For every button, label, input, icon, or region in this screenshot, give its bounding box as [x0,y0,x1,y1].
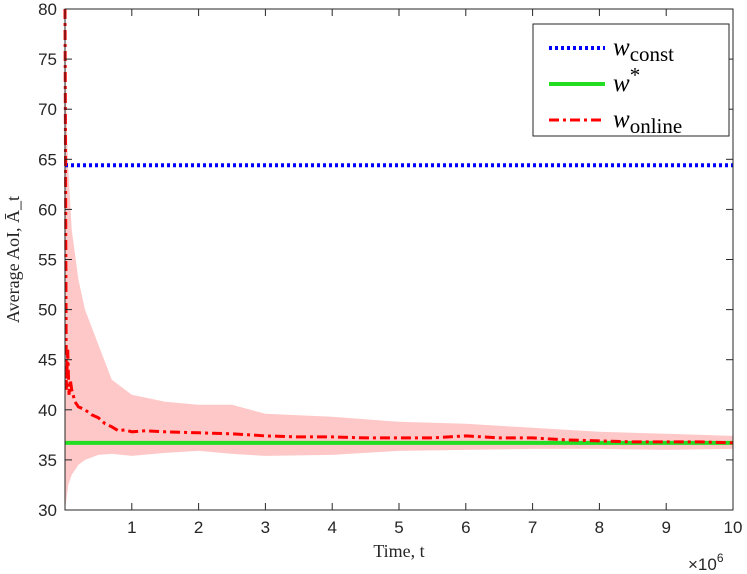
x-tick-label: 9 [661,518,670,537]
legend-entry: wconst [613,34,674,66]
x-exponent-power: 6 [717,551,724,565]
x-tick-label: 10 [724,518,743,537]
x-axis-exponent: ×106 [688,551,724,574]
y-tick-label: 70 [38,100,57,119]
y-tick-label: 50 [38,301,57,320]
x-tick-label: 8 [595,518,604,537]
series-layer [63,8,734,445]
legend-box [532,23,730,137]
x-exponent-base: ×10 [688,555,717,574]
legend-entry: wonline [613,106,682,138]
y-tick-label: 60 [38,200,57,219]
y-tick-label: 40 [38,401,57,420]
x-tick-label: 5 [394,518,403,537]
x-tick-label: 2 [194,518,203,537]
x-tick-label: 1 [127,518,136,537]
y-tick-label: 80 [38,0,57,19]
y-axis-label: Average AoI, Ā_t [3,196,23,323]
y-tick-label: 45 [38,351,57,370]
legend-entry: w* [613,63,640,97]
y-tick-label: 65 [38,150,57,169]
y-tick-label: 55 [38,251,57,270]
y-tick-label: 35 [38,451,57,470]
x-axis-label: Time, t [373,541,424,561]
y-tick-label: 75 [38,50,57,69]
y-tick-label: 30 [38,501,57,520]
x-tick-label: 4 [327,518,336,537]
x-tick-label: 7 [528,518,537,537]
x-tick-label: 6 [461,518,470,537]
series-line-online [63,8,734,445]
x-tick-label: 3 [261,518,270,537]
